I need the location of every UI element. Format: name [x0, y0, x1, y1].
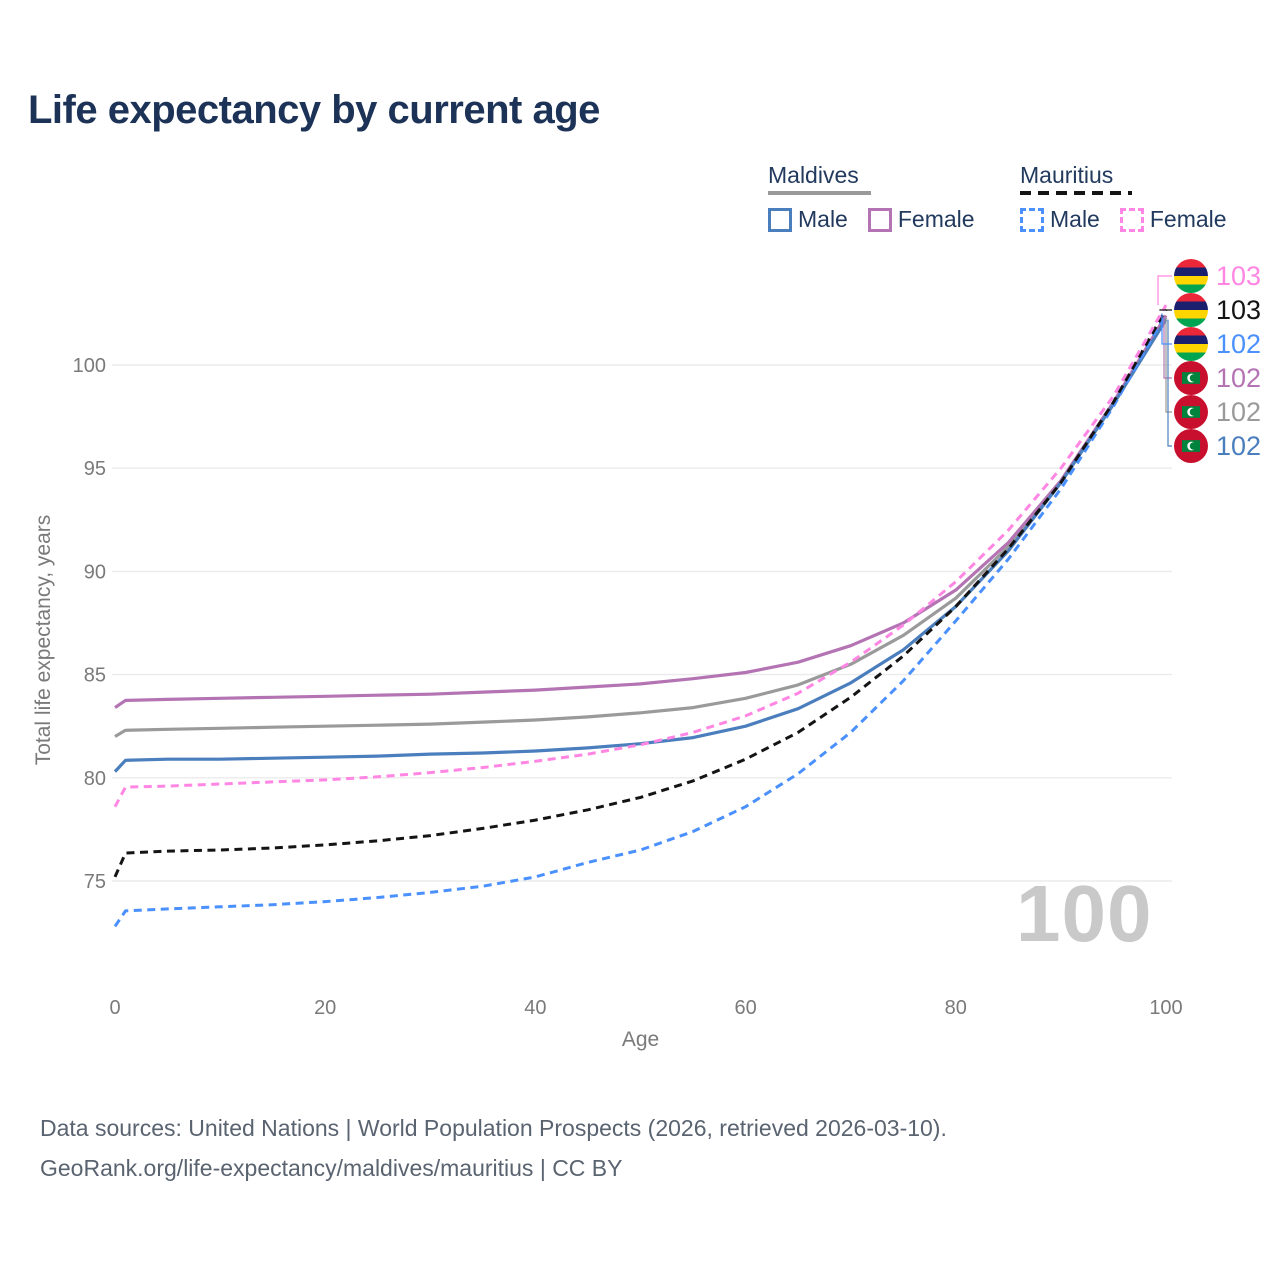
legend-item-mauritius-male[interactable]: Male: [1020, 206, 1100, 233]
end-label-row: 103: [1174, 259, 1261, 293]
legend-group-maldives: Maldives Male Female: [768, 162, 995, 233]
legend-item-label: Female: [897, 206, 975, 232]
end-value-label: 102: [1216, 397, 1262, 427]
page-title: Life expectancy by current age: [28, 88, 600, 132]
x-axis-title: Age: [622, 1028, 659, 1051]
hover-age-watermark: 100: [1016, 869, 1153, 958]
series-line-mauritius-overall[interactable]: [113, 308, 1168, 878]
y-tick-label: 90: [84, 561, 106, 583]
leader-line: [1157, 275, 1172, 306]
legend-group-mauritius: Mauritius Male Female: [1020, 162, 1247, 233]
legend-item-mauritius-female[interactable]: Female: [1119, 206, 1227, 233]
mauritius-flag-icon: [1174, 259, 1208, 293]
legend-swatch-icon: [768, 207, 792, 232]
end-value-label: 103: [1216, 261, 1262, 291]
leader-line: [1163, 315, 1172, 379]
leader-line: [1161, 313, 1172, 345]
legend-underline-solid: [768, 191, 871, 195]
series-line-maldives-male[interactable]: [113, 318, 1168, 773]
legend-item-label: Male: [1050, 206, 1100, 232]
end-value-label: 102: [1216, 431, 1262, 461]
legend-underline-dashed: [1020, 191, 1132, 195]
end-value-label: 102: [1216, 363, 1262, 393]
legend-swatch-icon: [1119, 207, 1144, 232]
x-tick-label: 60: [734, 997, 756, 1019]
end-label-row: 102: [1174, 429, 1261, 463]
source-line: Data sources: United Nations | World Pop…: [40, 1115, 947, 1141]
mauritius-flag-icon: [1174, 327, 1208, 361]
legend-item-maldives-male[interactable]: Male: [768, 206, 848, 233]
data-source-note: Data sources: United Nations | World Pop…: [40, 1108, 947, 1188]
legend-group-title: Mauritius: [1020, 162, 1114, 188]
series-line-maldives-female[interactable]: [114, 314, 1168, 709]
y-tick-label: 100: [73, 355, 106, 377]
end-label-row: 102: [1174, 361, 1261, 395]
series-line-mauritius-male[interactable]: [113, 312, 1168, 928]
attribution-line: GeoRank.org/life-expectancy/maldives/mau…: [40, 1155, 623, 1181]
end-value-label: 103: [1216, 295, 1262, 325]
x-tick-label: 40: [524, 997, 546, 1019]
x-tick-label: 100: [1149, 997, 1182, 1019]
y-tick-label: 95: [84, 458, 106, 480]
leader-line: [1167, 319, 1172, 447]
end-value-label: 102: [1216, 329, 1262, 359]
mauritius-flag-icon: [1174, 293, 1208, 327]
end-label-row: 102: [1174, 395, 1261, 429]
x-tick-label: 80: [945, 997, 967, 1019]
legend-item-label: Male: [798, 206, 848, 232]
legend-swatch-icon: [1020, 207, 1044, 232]
legend-group-title: Maldives: [768, 162, 859, 188]
x-tick-label: 20: [314, 997, 336, 1019]
series-line-maldives-overall[interactable]: [114, 316, 1168, 738]
x-tick-label: 0: [109, 997, 120, 1019]
end-label-row: 102: [1174, 327, 1261, 361]
maldives-flag-icon: [1174, 361, 1208, 395]
leader-line: [1165, 317, 1172, 413]
maldives-flag-icon: [1174, 429, 1208, 463]
chart-legend: Maldives Male Female Mauritius Male Female: [0, 0, 1280, 250]
y-tick-label: 75: [84, 871, 106, 893]
maldives-flag-icon: [1174, 395, 1208, 429]
legend-swatch-icon: [867, 207, 892, 232]
series-line-mauritius-female[interactable]: [113, 304, 1168, 808]
leader-line: [1159, 309, 1172, 311]
y-axis-title: Total life expectancy, years: [32, 515, 55, 766]
end-label-row: 103: [1174, 293, 1261, 327]
legend-item-label: Female: [1149, 206, 1227, 232]
y-tick-label: 80: [84, 768, 106, 790]
legend-item-maldives-female[interactable]: Female: [867, 206, 975, 233]
y-tick-label: 85: [84, 665, 106, 687]
